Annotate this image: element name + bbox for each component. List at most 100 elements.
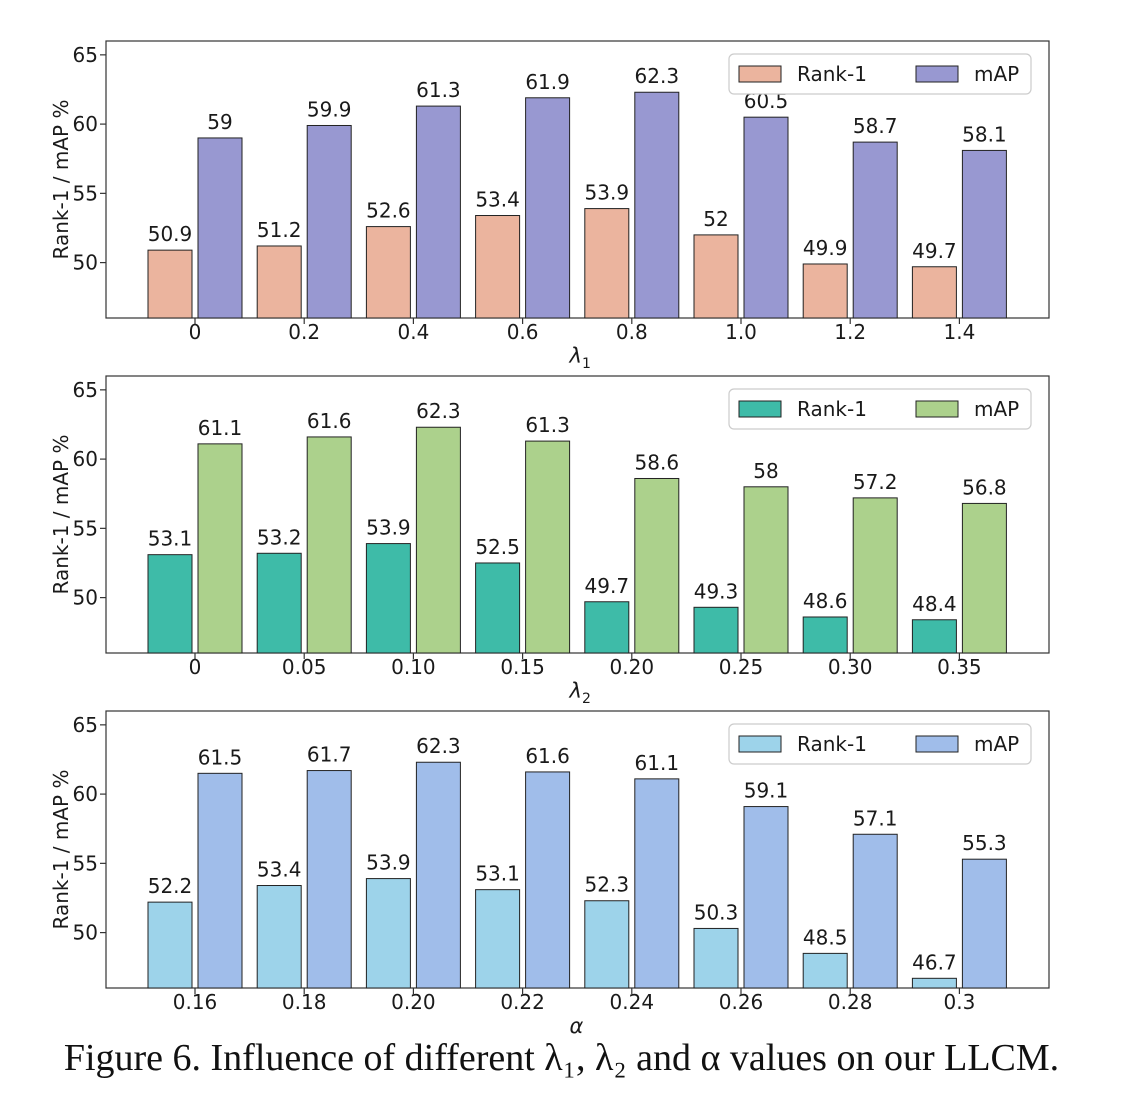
chart-panel-2: 50 55 60 65 Rank-1 / mAP % 0 53.1 61.1 0.05 53.2 6… [49, 375, 1050, 707]
x-tick-label: 0.18 [282, 990, 327, 1014]
bar-rank1-3 [365, 543, 411, 654]
chart-panel-3: 50 55 60 65 Rank-1 / mAP % 0.16 52.2 61.5 0.18 53… [49, 710, 1050, 1038]
x-tick-label: 0.2 [288, 320, 320, 344]
bar-rank1-3 [365, 226, 411, 319]
bar-map-5 [634, 477, 680, 654]
x-tick-label: 0.4 [397, 320, 429, 344]
x-tick-label: 0.22 [500, 990, 545, 1014]
bar-map-7 [852, 497, 898, 654]
bar-value-label: 52 [703, 207, 728, 231]
bar-rank1-7 [802, 616, 848, 654]
x-axis-label: α [570, 1014, 584, 1038]
bar-map-7 [852, 141, 898, 319]
bar-value-label: 52.6 [366, 199, 411, 223]
bar-map-6 [743, 116, 789, 319]
bar-rank1-4 [475, 889, 521, 989]
y-tick-label: 55 [73, 181, 98, 205]
y-tick-label: 65 [73, 713, 98, 737]
bar-value-label: 57.2 [853, 470, 898, 494]
legend-swatch-rank1 [738, 65, 782, 83]
bar-value-label: 58.7 [853, 114, 898, 138]
bar-value-label: 59.9 [307, 97, 352, 121]
x-tick-label: 0 [189, 655, 202, 679]
plot-frame [105, 375, 1050, 654]
bar-value-label: 52.3 [585, 873, 630, 897]
bar-rank1-2 [256, 885, 302, 989]
bar-rank1-6 [693, 927, 739, 989]
legend-swatch-map [915, 735, 959, 753]
bar-map-8 [961, 502, 1007, 654]
bar-rank1-3 [365, 878, 411, 989]
bar-value-label: 61.6 [307, 409, 352, 433]
bar-value-label: 61.7 [307, 743, 352, 767]
bar-value-label: 62.3 [635, 64, 680, 88]
bar-rank1-2 [256, 245, 302, 319]
x-tick-label: 0.35 [937, 655, 982, 679]
chart-panel-1: 50 55 60 65 Rank-1 / mAP % 0 50.9 59 0.2 51.2 59.9… [49, 40, 1050, 372]
bar-rank1-1 [147, 249, 193, 319]
bar-map-1 [197, 443, 243, 654]
bar-map-2 [306, 436, 352, 654]
x-tick-label: 1.4 [943, 320, 975, 344]
x-axis-label: λ1 [569, 344, 591, 372]
bar-value-label: 50.3 [694, 900, 739, 924]
x-tick-label: 0.15 [500, 655, 545, 679]
x-tick-label: 0.10 [391, 655, 436, 679]
bar-value-label: 49.7 [585, 574, 630, 598]
bar-map-8 [961, 149, 1007, 319]
y-tick-label: 60 [73, 782, 98, 806]
bar-value-label: 49.9 [803, 236, 848, 260]
bar-value-label: 62.3 [416, 399, 461, 423]
y-tick-label: 65 [73, 43, 98, 67]
y-tick-label: 55 [73, 851, 98, 875]
x-tick-label: 0.28 [828, 990, 873, 1014]
x-tick-label: 1.0 [725, 320, 757, 344]
y-axis-label: Rank-1 / mAP % [49, 100, 73, 260]
x-tick-label: 0.26 [719, 990, 764, 1014]
legend-box [728, 388, 1032, 430]
x-tick-label: 0 [189, 320, 202, 344]
legend: Rank-1 mAP [728, 53, 1032, 95]
bar-value-label: 53.4 [475, 188, 520, 212]
bar-value-label: 53.1 [148, 527, 193, 551]
x-tick-label: 0.20 [391, 990, 436, 1014]
bar-value-label: 61.1 [635, 751, 680, 775]
bar-rank1-5 [584, 900, 630, 989]
bar-value-label: 55.3 [962, 831, 1007, 855]
bar-rank1-4 [475, 215, 521, 319]
bar-map-2 [306, 770, 352, 989]
bar-value-label: 52.2 [148, 874, 193, 898]
bar-value-label: 48.6 [803, 589, 848, 613]
legend-box [728, 53, 1032, 95]
bar-map-1 [197, 137, 243, 319]
legend-label-rank1: Rank-1 [797, 732, 867, 756]
bar-map-6 [743, 806, 789, 989]
bar-value-label: 59 [207, 110, 232, 134]
legend-box [728, 723, 1032, 765]
bar-map-5 [634, 778, 680, 989]
bar-map-3 [415, 426, 461, 654]
bar-value-label: 49.7 [912, 239, 957, 263]
bar-value-label: 56.8 [962, 475, 1007, 499]
bar-rank1-8 [911, 977, 957, 989]
bar-value-label: 57.1 [853, 806, 898, 830]
legend-swatch-rank1 [738, 735, 782, 753]
legend-label-map: mAP [974, 397, 1019, 421]
bar-rank1-7 [802, 952, 848, 989]
bar-rank1-8 [911, 266, 957, 319]
bar-value-label: 49.3 [694, 579, 739, 603]
bar-value-label: 53.9 [585, 181, 630, 205]
bar-value-label: 61.9 [525, 70, 570, 94]
bar-rank1-6 [693, 606, 739, 654]
x-tick-label: 0.8 [616, 320, 648, 344]
bar-value-label: 48.5 [803, 925, 848, 949]
y-axis-label: Rank-1 / mAP % [49, 435, 73, 595]
bar-rank1-1 [147, 901, 193, 989]
bar-rank1-5 [584, 601, 630, 654]
bar-value-label: 61.3 [416, 78, 461, 102]
x-tick-label: 0.30 [828, 655, 873, 679]
x-tick-label: 0.6 [507, 320, 539, 344]
legend-label-rank1: Rank-1 [797, 62, 867, 86]
bar-value-label: 62.3 [416, 734, 461, 758]
bar-value-label: 61.3 [525, 413, 570, 437]
